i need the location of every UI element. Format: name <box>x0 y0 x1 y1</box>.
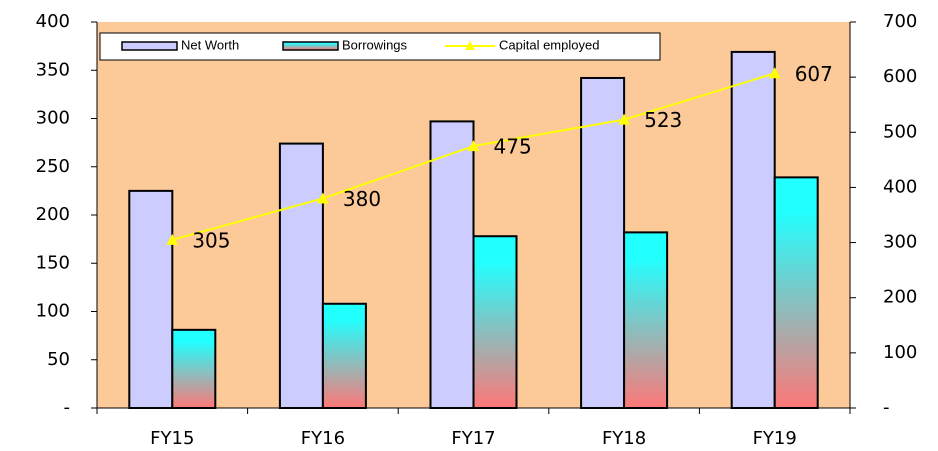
data-label: 380 <box>343 187 381 211</box>
data-label: 607 <box>795 62 833 86</box>
legend-label: Borrowings <box>342 37 408 52</box>
y2-tick-label: 600 <box>883 66 917 87</box>
marker <box>618 113 631 125</box>
data-label: 475 <box>494 135 532 159</box>
legend-box <box>99 32 661 61</box>
bar <box>171 328 217 409</box>
legend: Net Worth Borrowings Capital employed <box>99 32 661 61</box>
bar <box>730 50 776 409</box>
y2-tick-label: 400 <box>883 176 917 197</box>
y-tick-label: 100 <box>36 301 70 322</box>
y-tick-label: 350 <box>36 59 70 80</box>
y-tick-label: 150 <box>36 252 70 273</box>
y2-tick-label: 300 <box>883 232 917 253</box>
x-tick-label: FY18 <box>602 428 646 449</box>
y-tick-label: 400 <box>36 11 70 32</box>
bar <box>128 189 174 409</box>
legend-swatch <box>465 41 475 50</box>
marker <box>467 140 480 152</box>
y-tick-label: 200 <box>36 204 70 225</box>
bar <box>429 120 475 410</box>
bar <box>321 302 367 409</box>
y-tick-label: 300 <box>36 108 70 129</box>
x-tick-label: FY19 <box>753 428 797 449</box>
y2-tick-label: - <box>883 397 890 418</box>
legend-label: Capital employed <box>499 37 599 52</box>
x-tick-label: FY17 <box>451 428 495 449</box>
data-label: 305 <box>192 228 230 252</box>
marker <box>166 233 179 245</box>
y-tick-label: - <box>64 397 71 418</box>
legend-label: Net Worth <box>181 37 239 52</box>
y2-tick-label: 100 <box>883 342 917 363</box>
marker <box>768 67 781 79</box>
bar <box>623 231 669 409</box>
legend-swatch <box>282 41 339 51</box>
bar <box>472 235 518 409</box>
y2-tick-label: 700 <box>883 11 917 32</box>
y-tick-label: 50 <box>47 349 70 370</box>
legend-swatch <box>121 41 178 51</box>
marker <box>316 192 329 204</box>
y-tick-label: 250 <box>36 156 70 177</box>
bar <box>580 76 626 409</box>
x-tick-label: FY15 <box>150 428 194 449</box>
y2-tick-label: 500 <box>883 121 917 142</box>
y2-tick-label: 200 <box>883 287 917 308</box>
bar <box>278 142 324 409</box>
data-label: 523 <box>644 108 682 132</box>
x-tick-label: FY16 <box>301 428 345 449</box>
bar <box>773 176 819 409</box>
